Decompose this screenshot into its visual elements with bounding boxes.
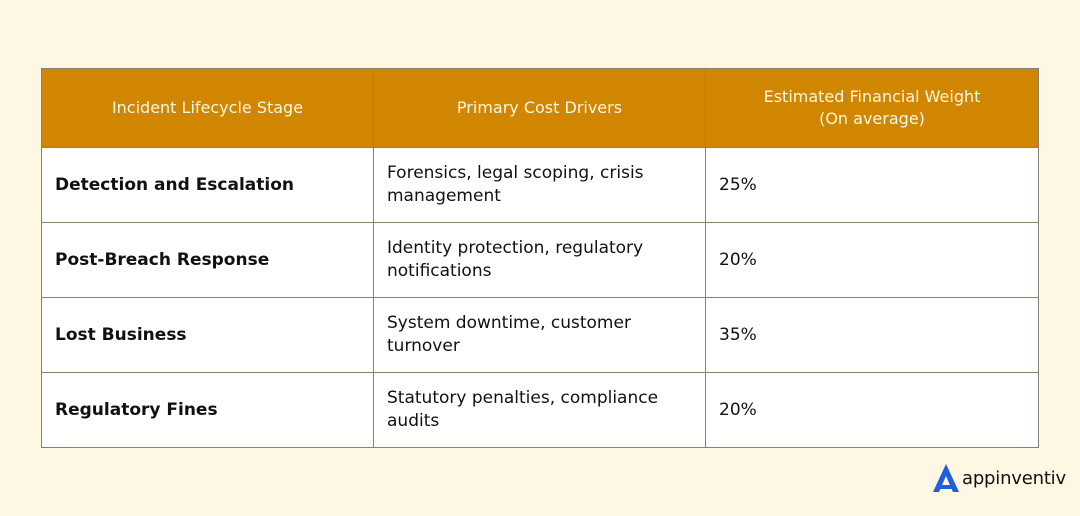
drivers-cell: Identity protection, regulatory notifica… — [373, 222, 706, 298]
cost-table-container: Incident Lifecycle Stage Primary Cost Dr… — [41, 68, 1039, 448]
incident-cost-table: Incident Lifecycle Stage Primary Cost Dr… — [41, 68, 1039, 448]
weight-cell: 20% — [705, 372, 1039, 448]
drivers-cell: Statutory penalties, compliance audits — [373, 372, 706, 448]
table-row: Post-Breach Response Identity protection… — [41, 222, 1039, 298]
stage-cell: Regulatory Fines — [41, 372, 374, 448]
brand-logo: appinventiv — [932, 462, 1066, 494]
stage-cell: Lost Business — [41, 297, 374, 373]
weight-cell: 20% — [705, 222, 1039, 298]
drivers-cell: System downtime, customer turnover — [373, 297, 706, 373]
drivers-cell: Forensics, legal scoping, crisis managem… — [373, 147, 706, 223]
header-weight-label: Estimated Financial Weight — [763, 87, 981, 106]
table-row: Detection and Escalation Forensics, lega… — [41, 147, 1039, 223]
header-drivers: Primary Cost Drivers — [373, 68, 706, 148]
header-weight-sublabel: (On average) — [819, 109, 925, 128]
header-weight: Estimated Financial Weight (On average) — [705, 68, 1039, 148]
table-row: Lost Business System downtime, customer … — [41, 297, 1039, 373]
stage-cell: Post-Breach Response — [41, 222, 374, 298]
weight-cell: 35% — [705, 297, 1039, 373]
table-header-row: Incident Lifecycle Stage Primary Cost Dr… — [41, 68, 1039, 148]
header-stage-label: Incident Lifecycle Stage — [111, 98, 304, 117]
header-drivers-label: Primary Cost Drivers — [456, 98, 623, 117]
stage-cell: Detection and Escalation — [41, 147, 374, 223]
table-row: Regulatory Fines Statutory penalties, co… — [41, 372, 1039, 448]
header-stage: Incident Lifecycle Stage — [41, 68, 374, 148]
brand-name: appinventiv — [962, 467, 1066, 489]
appinventiv-a-logo-icon — [932, 463, 960, 493]
weight-cell: 25% — [705, 147, 1039, 223]
